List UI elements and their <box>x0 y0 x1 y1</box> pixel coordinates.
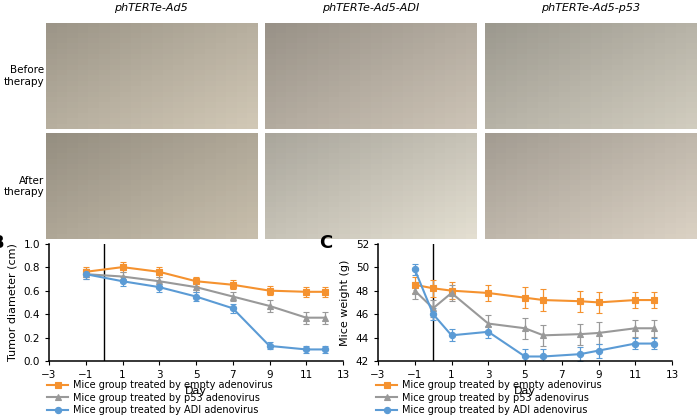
X-axis label: Day: Day <box>514 386 536 396</box>
Legend: Mice group treated by empty adenovirus, Mice group treated by p53 adenovirus, Mi: Mice group treated by empty adenovirus, … <box>376 380 602 415</box>
Text: C: C <box>319 234 332 252</box>
Y-axis label: Mice weight (g): Mice weight (g) <box>340 259 350 346</box>
Y-axis label: Tumor diameter (cm): Tumor diameter (cm) <box>8 244 18 361</box>
Text: phTERTe-Ad5-ADI: phTERTe-Ad5-ADI <box>323 3 419 13</box>
X-axis label: Day: Day <box>185 386 207 396</box>
Text: phTERTe-Ad5: phTERTe-Ad5 <box>114 3 188 13</box>
Text: After
therapy: After therapy <box>4 176 44 197</box>
Text: Before
therapy: Before therapy <box>4 66 44 87</box>
Text: B: B <box>0 234 4 252</box>
Legend: Mice group treated by empty adenovirus, Mice group treated by p53 adenovirus, Mi: Mice group treated by empty adenovirus, … <box>47 380 273 415</box>
Text: phTERTe-Ad5-p53: phTERTe-Ad5-p53 <box>541 3 640 13</box>
